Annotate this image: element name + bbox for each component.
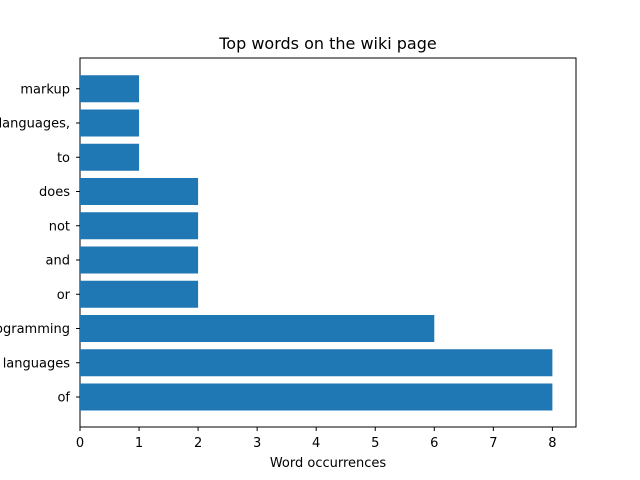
bar-not (80, 212, 199, 240)
bar-markup (80, 75, 140, 103)
y-tick-label: languages, (0, 117, 70, 132)
y-tick-label: or (57, 288, 71, 303)
x-axis-ticks: 0 1 2 3 4 5 6 7 8 (76, 427, 557, 451)
bar-programming (80, 315, 435, 342)
bar-or (80, 280, 199, 308)
x-axis-label: Word occurrences (270, 456, 387, 471)
bar-to (80, 143, 140, 171)
x-tick-label: 4 (312, 436, 320, 451)
bar-and (80, 246, 199, 274)
y-tick-label: does (39, 185, 70, 200)
bar-does (80, 178, 199, 205)
y-axis-ticks: of languages programming or and not does to lang… (0, 82, 80, 406)
chart-title: Top words on the wiki page (218, 34, 436, 53)
x-tick-label: 1 (135, 436, 143, 451)
y-tick-label: and (46, 254, 70, 269)
bar-languages (80, 349, 553, 377)
x-tick-label: 3 (253, 436, 261, 451)
x-tick-label: 0 (76, 436, 84, 451)
y-tick-label: programming (0, 322, 70, 337)
bars-group (80, 75, 553, 411)
x-tick-label: 2 (194, 436, 202, 451)
y-tick-label: to (57, 151, 70, 166)
y-tick-label: not (49, 219, 70, 234)
x-tick-label: 6 (430, 436, 438, 451)
x-tick-label: 5 (371, 436, 379, 451)
x-tick-label: 8 (548, 436, 556, 451)
plot-frame (79, 57, 577, 428)
y-tick-label: of (57, 391, 70, 406)
x-tick-label: 7 (489, 436, 497, 451)
y-tick-label: languages (3, 356, 71, 371)
y-tick-label: markup (20, 82, 70, 97)
bar-languages (80, 109, 140, 137)
bar-of (80, 383, 553, 411)
